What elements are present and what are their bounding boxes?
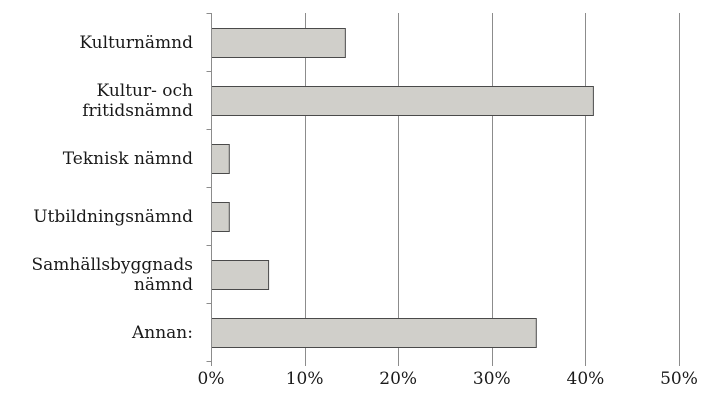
x-tick-labels: 0% 10% 20% 30% 40% 50% — [198, 369, 698, 389]
x-tick-label: 20% — [379, 369, 417, 389]
grid-lines — [305, 13, 680, 361]
category-label: Teknisk nämnd — [63, 149, 193, 169]
category-label: Kultur- och fritidsnämnd — [82, 81, 193, 121]
bar — [211, 260, 270, 290]
x-tick-label: 40% — [567, 369, 605, 389]
bars — [211, 28, 594, 348]
bar — [211, 28, 346, 58]
bar — [211, 202, 230, 232]
bar — [211, 144, 230, 174]
x-tick-label: 30% — [473, 369, 511, 389]
category-label: Samhällsbyggnads nämnd — [31, 255, 193, 295]
axes — [206, 13, 680, 366]
bar — [211, 318, 537, 348]
category-label: Kulturnämnd — [79, 33, 193, 53]
category-labels: Kulturnämnd Kultur- och fritidsnämnd Teknis… — [31, 33, 193, 343]
x-tick-label: 0% — [198, 369, 225, 389]
x-tick-label: 10% — [286, 369, 324, 389]
category-label: Annan: — [131, 323, 193, 343]
category-label: Utbildningsnämnd — [33, 207, 193, 227]
bar — [211, 86, 594, 116]
x-tick-label: 50% — [660, 369, 698, 389]
